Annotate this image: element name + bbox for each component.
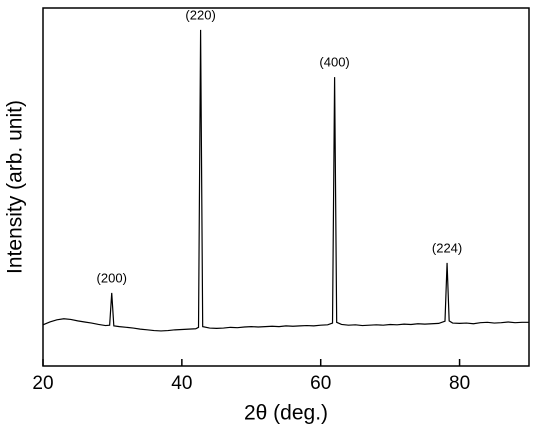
x-tick-label: 20 [32, 373, 53, 394]
x-axis-label: 2θ (deg.) [244, 402, 328, 425]
peak-label: (224) [432, 240, 462, 255]
data-line [42, 29, 529, 332]
peak-label: (200) [97, 270, 127, 285]
peak-label: (400) [319, 55, 349, 70]
plot-frame [42, 7, 530, 367]
x-tick-label: 80 [449, 373, 470, 394]
x-tick-label: 60 [310, 373, 331, 394]
peak-label: (220) [185, 7, 215, 22]
y-axis-label: Intensity (arb. unit) [4, 100, 27, 274]
x-tick-label: 40 [171, 373, 192, 394]
